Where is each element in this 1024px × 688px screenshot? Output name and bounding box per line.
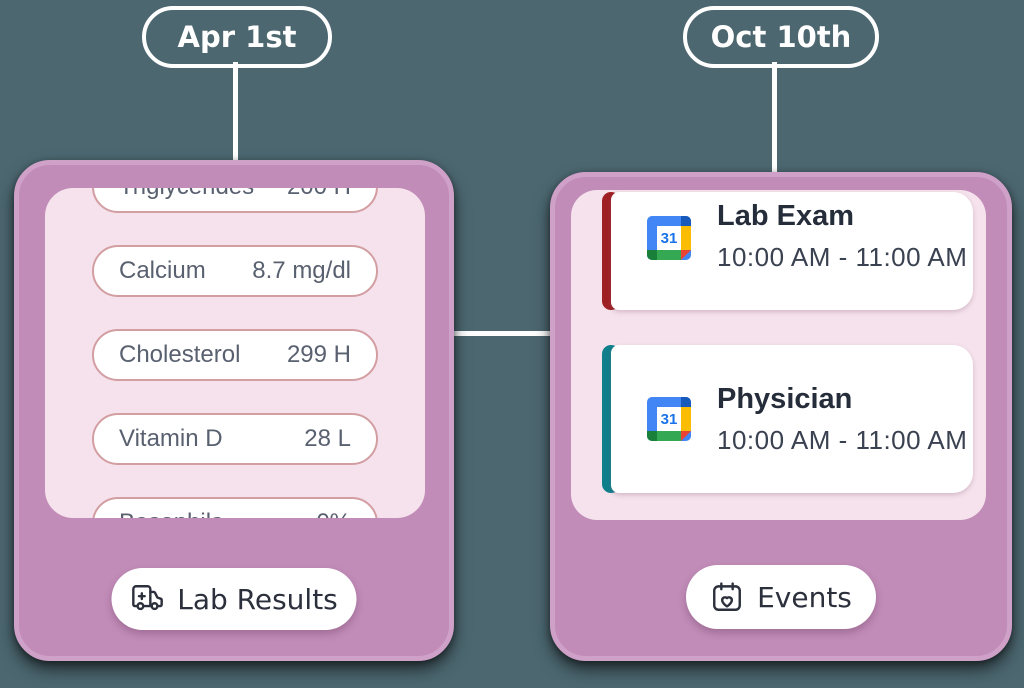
- lab-results-panel: Triglycerides 200 H Calcium 8.7 mg/dl Ch…: [45, 188, 425, 518]
- event-title: Physician: [717, 382, 853, 415]
- lab-row-value: 28 L: [304, 425, 351, 452]
- event-title: Lab Exam: [717, 200, 854, 232]
- event-body: 31 Physician 10:00 AM - 11:00 AM: [611, 345, 973, 493]
- lab-row-cholesterol[interactable]: Cholesterol 299 H: [92, 329, 378, 381]
- lab-row-value: 200 H: [287, 188, 351, 201]
- lab-row-value: 0%: [316, 509, 351, 518]
- lab-results-card: Triglycerides 200 H Calcium 8.7 mg/dl Ch…: [14, 160, 454, 661]
- lab-row-basophils[interactable]: Basophils 0%: [92, 497, 378, 518]
- date-badge-oct: Oct 10th: [683, 6, 879, 68]
- events-button[interactable]: Events: [686, 565, 876, 629]
- lab-results-list: Triglycerides 200 H Calcium 8.7 mg/dl Ch…: [45, 188, 425, 518]
- google-calendar-icon: 31: [647, 397, 691, 441]
- lab-row-name: Basophils: [119, 509, 223, 518]
- connector-line-right: [772, 62, 777, 174]
- events-button-label: Events: [757, 580, 852, 614]
- lab-row-triglycerides[interactable]: Triglycerides 200 H: [92, 188, 378, 213]
- event-time: 10:00 AM - 11:00 AM: [717, 424, 968, 455]
- lab-results-button[interactable]: Lab Results: [111, 568, 357, 630]
- ambulance-icon: [131, 585, 163, 611]
- lab-row-name: Vitamin D: [119, 425, 223, 452]
- date-badge-oct-label: Oct 10th: [710, 20, 852, 54]
- google-calendar-day: 31: [657, 226, 681, 250]
- lab-row-name: Triglycerides: [119, 188, 254, 201]
- event-body: 31 Lab Exam 10:00 AM - 11:00 AM: [611, 192, 973, 310]
- lab-row-calcium[interactable]: Calcium 8.7 mg/dl: [92, 245, 378, 297]
- date-badge-apr: Apr 1st: [142, 6, 332, 68]
- connector-line-left: [233, 62, 238, 162]
- lab-results-button-label: Lab Results: [177, 582, 338, 616]
- connector-line-between-cards: [450, 331, 552, 336]
- events-panel: 31 Lab Exam 10:00 AM - 11:00 AM: [571, 190, 986, 520]
- date-badge-apr-label: Apr 1st: [177, 20, 297, 54]
- lab-row-value: 8.7 mg/dl: [252, 257, 351, 284]
- lab-row-value: 299 H: [286, 341, 351, 368]
- google-calendar-day: 31: [657, 407, 681, 431]
- google-calendar-icon: 31: [647, 216, 691, 260]
- events-card: 31 Lab Exam 10:00 AM - 11:00 AM: [550, 172, 1012, 661]
- lab-row-vitamin-d[interactable]: Vitamin D 28 L: [92, 413, 378, 465]
- event-text: Physician 10:00 AM - 11:00 AM: [717, 383, 967, 456]
- events-list: 31 Lab Exam 10:00 AM - 11:00 AM: [571, 190, 986, 493]
- lab-row-name: Cholesterol: [119, 341, 241, 368]
- calendar-heart-icon: [713, 582, 742, 611]
- lab-row-name: Calcium: [119, 257, 206, 284]
- event-lab-exam[interactable]: 31 Lab Exam 10:00 AM - 11:00 AM: [602, 192, 973, 310]
- event-time: 10:00 AM - 11:00 AM: [717, 242, 968, 272]
- event-physician[interactable]: 31 Physician 10:00 AM - 11:00 AM: [602, 345, 973, 493]
- event-text: Lab Exam 10:00 AM - 11:00 AM: [717, 200, 967, 273]
